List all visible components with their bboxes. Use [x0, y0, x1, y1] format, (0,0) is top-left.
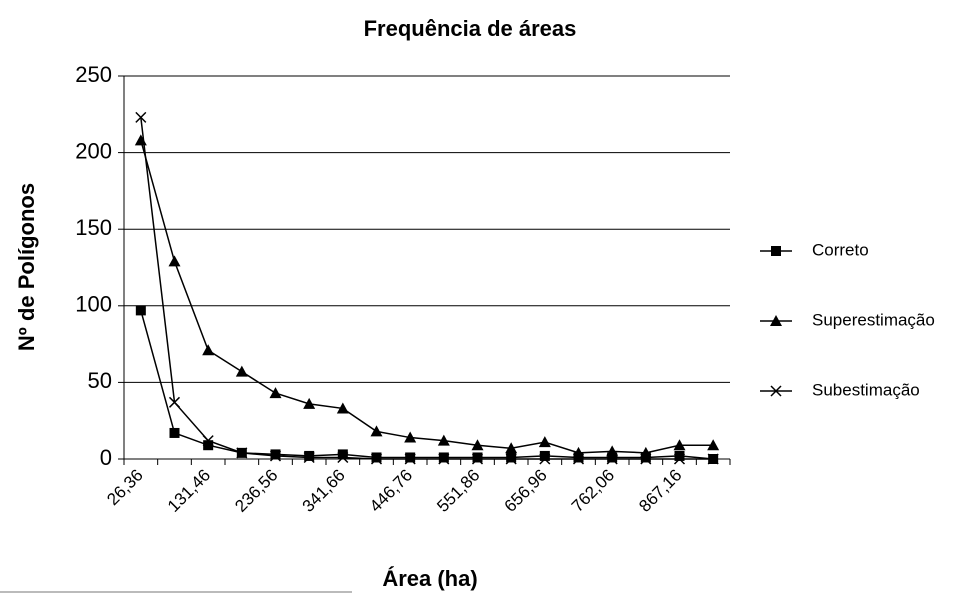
- y-tick-label: 150: [75, 215, 112, 240]
- y-tick-label: 50: [88, 368, 112, 393]
- point: [471, 439, 484, 451]
- point: [236, 447, 248, 459]
- point: [707, 439, 720, 451]
- point: [336, 402, 349, 414]
- point: [370, 425, 383, 437]
- point: [606, 453, 618, 465]
- point: [168, 255, 181, 267]
- point: [270, 449, 281, 460]
- point: [337, 451, 349, 463]
- legend-label: Subestimação: [812, 380, 920, 399]
- point: [472, 452, 483, 463]
- legend-marker: [770, 315, 782, 326]
- point: [438, 452, 449, 463]
- x-tick-label: 236,56: [231, 466, 281, 516]
- point: [506, 452, 517, 463]
- chart-title: Frequência de áreas: [364, 16, 577, 41]
- y-tick-label: 200: [75, 138, 112, 163]
- point: [572, 453, 585, 465]
- point: [505, 442, 518, 454]
- point: [640, 453, 652, 465]
- point: [134, 134, 147, 146]
- point: [673, 453, 686, 465]
- point: [169, 427, 180, 438]
- y-tick-label: 100: [75, 292, 112, 317]
- x-tick-label: 446,76: [366, 466, 416, 516]
- point: [606, 445, 619, 457]
- point: [269, 387, 282, 399]
- x-tick-label: 26,36: [103, 466, 147, 510]
- point: [202, 435, 214, 447]
- point: [168, 396, 181, 408]
- x-tick-label: 341,66: [299, 466, 349, 516]
- point: [538, 436, 551, 448]
- point: [303, 451, 315, 463]
- point: [370, 453, 383, 465]
- y-axis-label: Nº de Polígonos: [14, 183, 39, 351]
- point: [505, 453, 517, 465]
- point: [371, 452, 382, 463]
- point: [404, 453, 416, 465]
- legend-label: Superestimação: [812, 310, 935, 329]
- x-tick-label: 551,86: [433, 466, 483, 516]
- point: [674, 450, 685, 461]
- point: [707, 453, 719, 465]
- point: [437, 434, 450, 446]
- point: [438, 453, 450, 465]
- point: [607, 452, 618, 463]
- point: [203, 440, 214, 451]
- point: [539, 453, 551, 465]
- point: [269, 450, 282, 462]
- point: [235, 365, 248, 377]
- x-tick-label: 131,46: [164, 466, 214, 516]
- legend-marker: [770, 385, 782, 397]
- x-tick-label: 762,06: [568, 466, 618, 516]
- y-tick-label: 0: [100, 445, 112, 470]
- point: [471, 453, 484, 465]
- point: [135, 305, 146, 316]
- point: [673, 439, 686, 451]
- point: [539, 450, 550, 461]
- x-tick-label: 867,16: [635, 466, 685, 516]
- point: [404, 431, 417, 443]
- series-line: [140, 117, 714, 460]
- point: [135, 111, 147, 123]
- point: [202, 344, 215, 356]
- point: [405, 452, 416, 463]
- legend-label: Correto: [812, 240, 869, 259]
- legend-marker: [771, 246, 781, 256]
- y-tick-label: 250: [75, 62, 112, 87]
- point: [304, 450, 315, 461]
- x-tick-label: 656,96: [501, 466, 551, 516]
- series-line: [140, 310, 714, 460]
- x-axis-label: Área (ha): [382, 566, 477, 591]
- point: [337, 449, 348, 460]
- point: [303, 397, 316, 409]
- series-line: [140, 140, 714, 454]
